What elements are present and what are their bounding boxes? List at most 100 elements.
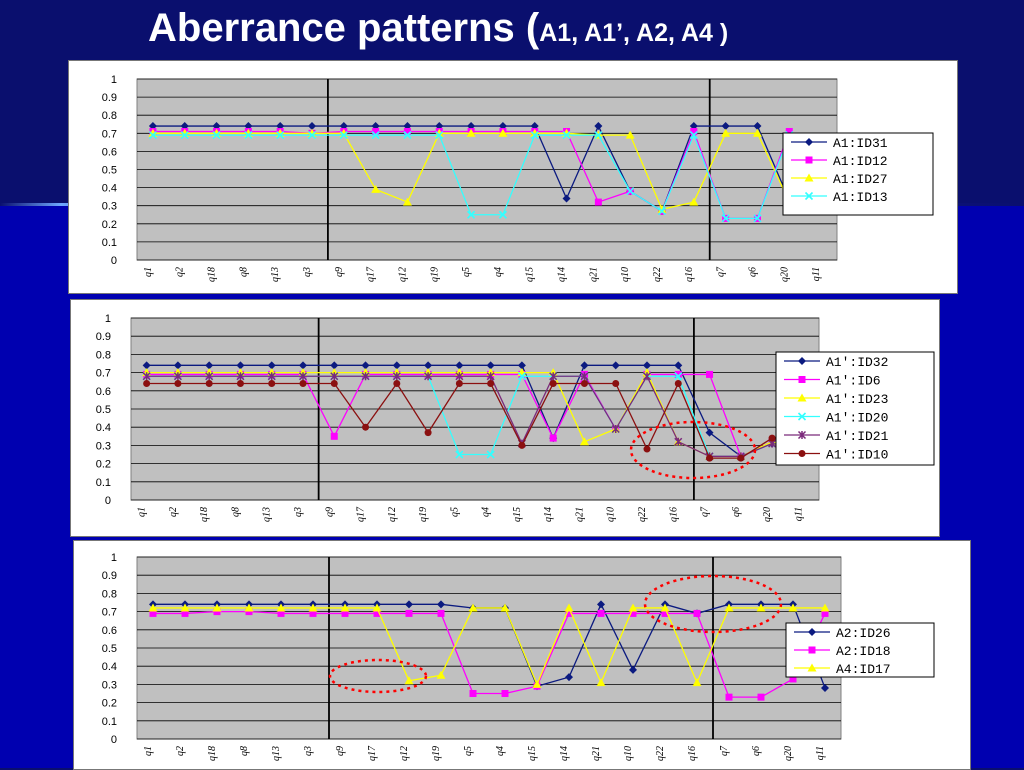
- x-tick-label: q2: [175, 267, 186, 277]
- legend-swatch-marker: [798, 450, 806, 457]
- data-point: [372, 127, 380, 135]
- data-point: [689, 131, 698, 140]
- data-point: [689, 197, 699, 206]
- data-point: [267, 372, 276, 381]
- data-point: [692, 678, 702, 687]
- x-tick-label: q5: [461, 267, 472, 277]
- data-point: [403, 131, 412, 140]
- y-tick-label: 0: [111, 255, 117, 267]
- data-point: [657, 207, 667, 216]
- slide-title-sub: A1, A1’, A2, A4 ): [539, 19, 729, 47]
- series-A1':ID10: [143, 380, 807, 462]
- y-tick-label: 0.9: [102, 92, 117, 104]
- x-tick-label: q4: [493, 267, 504, 277]
- data-point: [594, 131, 603, 140]
- y-tick-label: 0.4: [96, 422, 111, 434]
- data-point: [753, 122, 762, 131]
- data-point: [372, 603, 382, 612]
- data-point: [594, 198, 602, 206]
- y-tick-label: 0: [105, 495, 111, 507]
- legend-swatch-marker: [805, 156, 813, 164]
- y-tick-label: 0.3: [96, 440, 111, 452]
- data-point: [756, 603, 766, 612]
- data-point: [205, 361, 214, 370]
- legend-entry: A2:ID26: [836, 626, 891, 641]
- x-tick-label: q12: [397, 267, 408, 282]
- data-point: [629, 665, 637, 674]
- data-point: [820, 603, 830, 612]
- data-point: [371, 131, 380, 140]
- data-point: [789, 675, 797, 683]
- data-point: [330, 372, 339, 381]
- y-tick-label: 0.1: [102, 716, 117, 728]
- data-point: [721, 214, 730, 223]
- data-point: [580, 361, 589, 370]
- data-point: [724, 603, 734, 612]
- data-point: [518, 441, 526, 449]
- data-point: [530, 131, 539, 140]
- x-tick-label: q9: [334, 267, 345, 277]
- x-tick-label: q20: [783, 746, 794, 761]
- x-tick-label: q16: [684, 267, 695, 282]
- y-tick-label: 0.4: [102, 183, 117, 195]
- data-point: [690, 127, 698, 135]
- x-tick-label: q20: [779, 267, 790, 282]
- series-A4:ID17: [148, 603, 830, 688]
- x-tick-label: q18: [207, 746, 218, 761]
- legend-entry: A1':ID21: [826, 429, 889, 444]
- x-tick-label: q17: [366, 266, 377, 282]
- legend-entry: A1':ID20: [826, 411, 888, 426]
- data-point: [403, 127, 411, 135]
- x-tick-label: q11: [811, 267, 822, 281]
- y-tick-label: 0.2: [96, 459, 111, 471]
- data-point: [597, 609, 605, 617]
- data-point: [517, 372, 526, 381]
- data-point: [236, 361, 245, 370]
- y-tick-label: 0.5: [96, 404, 111, 416]
- data-point: [594, 122, 603, 131]
- data-point: [498, 210, 507, 219]
- data-point: [467, 210, 476, 219]
- series-A2:ID18: [149, 608, 829, 701]
- data-point: [501, 690, 509, 697]
- data-point: [339, 131, 348, 140]
- x-tick-label: q2: [175, 746, 186, 756]
- data-point: [455, 361, 464, 370]
- data-point: [611, 424, 620, 434]
- data-point: [340, 603, 350, 612]
- y-tick-label: 0.2: [102, 698, 117, 710]
- y-tick-label: 0.3: [102, 201, 117, 213]
- y-tick-label: 0.6: [96, 386, 111, 398]
- series-line: [146, 373, 804, 458]
- x-tick-label: q18: [207, 267, 218, 282]
- data-point: [486, 450, 495, 459]
- x-tick-label: q12: [387, 507, 398, 522]
- legend-entry: A1:ID27: [833, 172, 888, 187]
- x-tick-label: q7: [716, 266, 727, 277]
- data-point: [562, 194, 571, 203]
- data-point: [466, 128, 476, 137]
- data-point: [236, 372, 245, 381]
- data-point: [143, 380, 151, 388]
- data-point: [437, 609, 445, 617]
- x-tick-label: q21: [591, 746, 602, 761]
- data-point: [468, 603, 478, 612]
- data-point: [268, 380, 276, 388]
- series-line: [152, 132, 822, 211]
- data-point: [517, 361, 526, 370]
- x-tick-label: q15: [527, 746, 538, 761]
- data-point: [173, 372, 182, 381]
- x-tick-label: q19: [418, 507, 429, 522]
- legend-entry: A1:ID31: [833, 136, 888, 151]
- data-point: [180, 603, 190, 612]
- data-point: [532, 679, 542, 688]
- legend-swatch-marker: [804, 173, 814, 182]
- data-point: [392, 361, 401, 370]
- x-tick-label: q22: [655, 746, 666, 761]
- data-point: [455, 372, 464, 381]
- chart-panel-a2-a4: 0 0.1 0.2 0.3 0.4 0.5 0.6 0.7 0.8 0.9 1 q1 q2 q18 q8 q1…: [73, 540, 971, 770]
- data-point: [455, 450, 464, 459]
- y-tick-label: 0.8: [96, 349, 111, 361]
- data-point: [308, 122, 316, 131]
- legend-entry: A1':ID23: [826, 392, 888, 407]
